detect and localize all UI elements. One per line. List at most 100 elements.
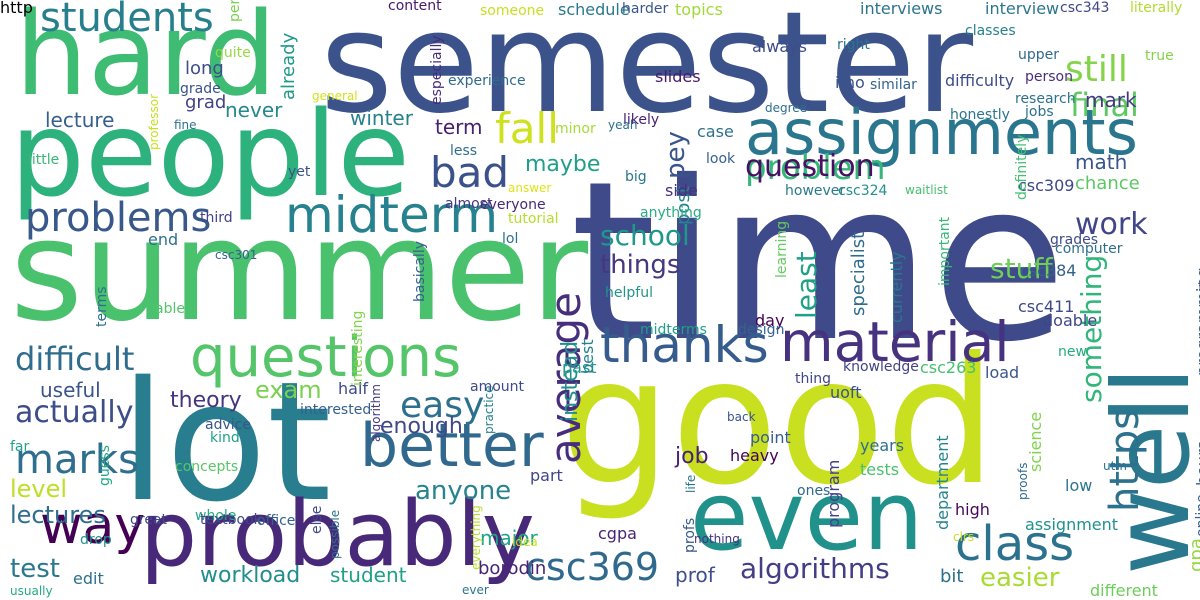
word-cgpa: cgpa bbox=[598, 524, 637, 543]
word-professor: professor bbox=[147, 93, 161, 150]
word-honestly: honestly bbox=[950, 107, 1010, 123]
word-class: class bbox=[955, 516, 1075, 572]
word-degree: degree bbox=[765, 101, 808, 115]
word-great: great bbox=[130, 512, 168, 528]
word-school: school bbox=[600, 219, 690, 252]
word-yet: yet bbox=[288, 164, 311, 180]
word-questions: questions bbox=[190, 325, 462, 390]
word-better: better bbox=[360, 411, 544, 481]
word-topics: topics bbox=[675, 0, 723, 19]
word-basically: basically bbox=[412, 241, 428, 302]
word-years: years bbox=[860, 436, 905, 455]
word-practice: practice bbox=[482, 385, 496, 434]
word-far: far bbox=[10, 439, 30, 455]
word-nothing: nothing bbox=[694, 532, 740, 546]
word-guess: guess bbox=[97, 445, 113, 486]
word-way: way bbox=[40, 496, 146, 556]
word-almost: almost bbox=[445, 196, 493, 212]
word-lectures: lectures bbox=[10, 501, 106, 529]
word-enough: enough bbox=[380, 414, 463, 439]
word-knowledge: knowledge bbox=[843, 359, 919, 375]
word-back: back bbox=[727, 410, 756, 424]
word-hard: hard bbox=[15, 0, 277, 122]
word-side: side bbox=[665, 181, 698, 200]
word-true: true bbox=[1145, 48, 1174, 64]
word-currently: currently bbox=[887, 251, 906, 323]
word-edit: edit bbox=[73, 569, 104, 588]
word-proofs: proofs bbox=[1016, 462, 1030, 500]
word-design: design bbox=[738, 322, 785, 338]
word-low: low bbox=[1065, 476, 1093, 495]
word-science: science bbox=[1026, 411, 1045, 472]
word-bad: bad bbox=[430, 148, 510, 197]
word-interview: interview bbox=[985, 0, 1060, 18]
word-past: past bbox=[562, 358, 597, 377]
word-still: still bbox=[1065, 49, 1128, 90]
word-specialist: specialist bbox=[848, 231, 869, 316]
word-new: new bbox=[1058, 344, 1087, 360]
word-math: math bbox=[1075, 150, 1128, 174]
word-maybe: maybe bbox=[525, 152, 601, 177]
word-csc411: csc411 bbox=[1018, 297, 1075, 316]
word-important: important bbox=[937, 216, 953, 286]
word-csc384: csc384 bbox=[1020, 261, 1077, 280]
word-day: day bbox=[755, 311, 785, 330]
word-else: else bbox=[309, 505, 325, 534]
word-half: half bbox=[338, 379, 369, 398]
word-easy: easy bbox=[400, 385, 485, 426]
word-possible: possible bbox=[328, 509, 342, 559]
word-fine: fine bbox=[174, 118, 197, 132]
word-problems: problems bbox=[25, 195, 212, 241]
word-bit: bit bbox=[940, 566, 964, 587]
word-everything: everything bbox=[469, 505, 483, 570]
word-even: even bbox=[690, 462, 924, 572]
word-difficulty: difficulty bbox=[945, 71, 1015, 90]
word-clrs: clrs bbox=[953, 530, 975, 544]
word-content: content bbox=[388, 0, 442, 14]
word-material: material bbox=[780, 310, 1010, 374]
word-slides: slides bbox=[655, 67, 701, 86]
word-personally: personally bbox=[227, 0, 243, 22]
word-best: best bbox=[578, 339, 597, 374]
word-chance: chance bbox=[1075, 173, 1140, 194]
word-actually: actually bbox=[15, 395, 134, 430]
word-anyone: anyone bbox=[415, 476, 512, 506]
word-csc263: csc263 bbox=[920, 358, 977, 377]
word-winter: winter bbox=[350, 106, 413, 130]
word-gpa: gpa bbox=[1186, 538, 1200, 572]
word-lol: lol bbox=[502, 231, 519, 247]
word-able: able bbox=[155, 301, 185, 317]
word-helpful: helpful bbox=[605, 285, 653, 301]
word-theory: theory bbox=[170, 388, 242, 413]
word-student: student bbox=[330, 563, 407, 587]
word-workload: workload bbox=[200, 563, 301, 588]
word-exam: exam bbox=[255, 376, 322, 404]
word-summer: summer bbox=[10, 190, 589, 353]
word-kind: kind bbox=[210, 430, 240, 446]
word-person: person bbox=[1025, 69, 1073, 85]
word-probably: probably bbox=[140, 482, 535, 587]
word-uoft: uoft bbox=[830, 383, 862, 402]
word-yeah: yeah bbox=[608, 118, 638, 132]
word-question: question bbox=[745, 149, 875, 184]
word-life: life bbox=[684, 474, 698, 493]
word-interviews: interviews bbox=[860, 0, 943, 18]
word-case: case bbox=[697, 122, 734, 141]
word-mark: mark bbox=[1085, 88, 1137, 112]
word-major: major bbox=[480, 526, 538, 550]
word-terms: terms bbox=[94, 286, 110, 327]
word-always: always bbox=[752, 37, 807, 56]
word-final: final bbox=[1070, 86, 1139, 124]
word-prof: prof bbox=[675, 563, 715, 587]
word-high: high bbox=[955, 500, 990, 519]
word-online: online bbox=[1194, 494, 1200, 537]
word-term: term bbox=[435, 115, 483, 139]
word-jobs: jobs bbox=[1025, 104, 1054, 120]
word-assignment: assignment bbox=[1025, 515, 1119, 534]
word-literally: literally bbox=[1130, 0, 1183, 16]
word-definitely: definitely bbox=[1014, 134, 1030, 200]
word-third: third bbox=[200, 210, 233, 226]
word-interested: interested bbox=[300, 402, 372, 418]
word-never: never bbox=[225, 98, 283, 122]
